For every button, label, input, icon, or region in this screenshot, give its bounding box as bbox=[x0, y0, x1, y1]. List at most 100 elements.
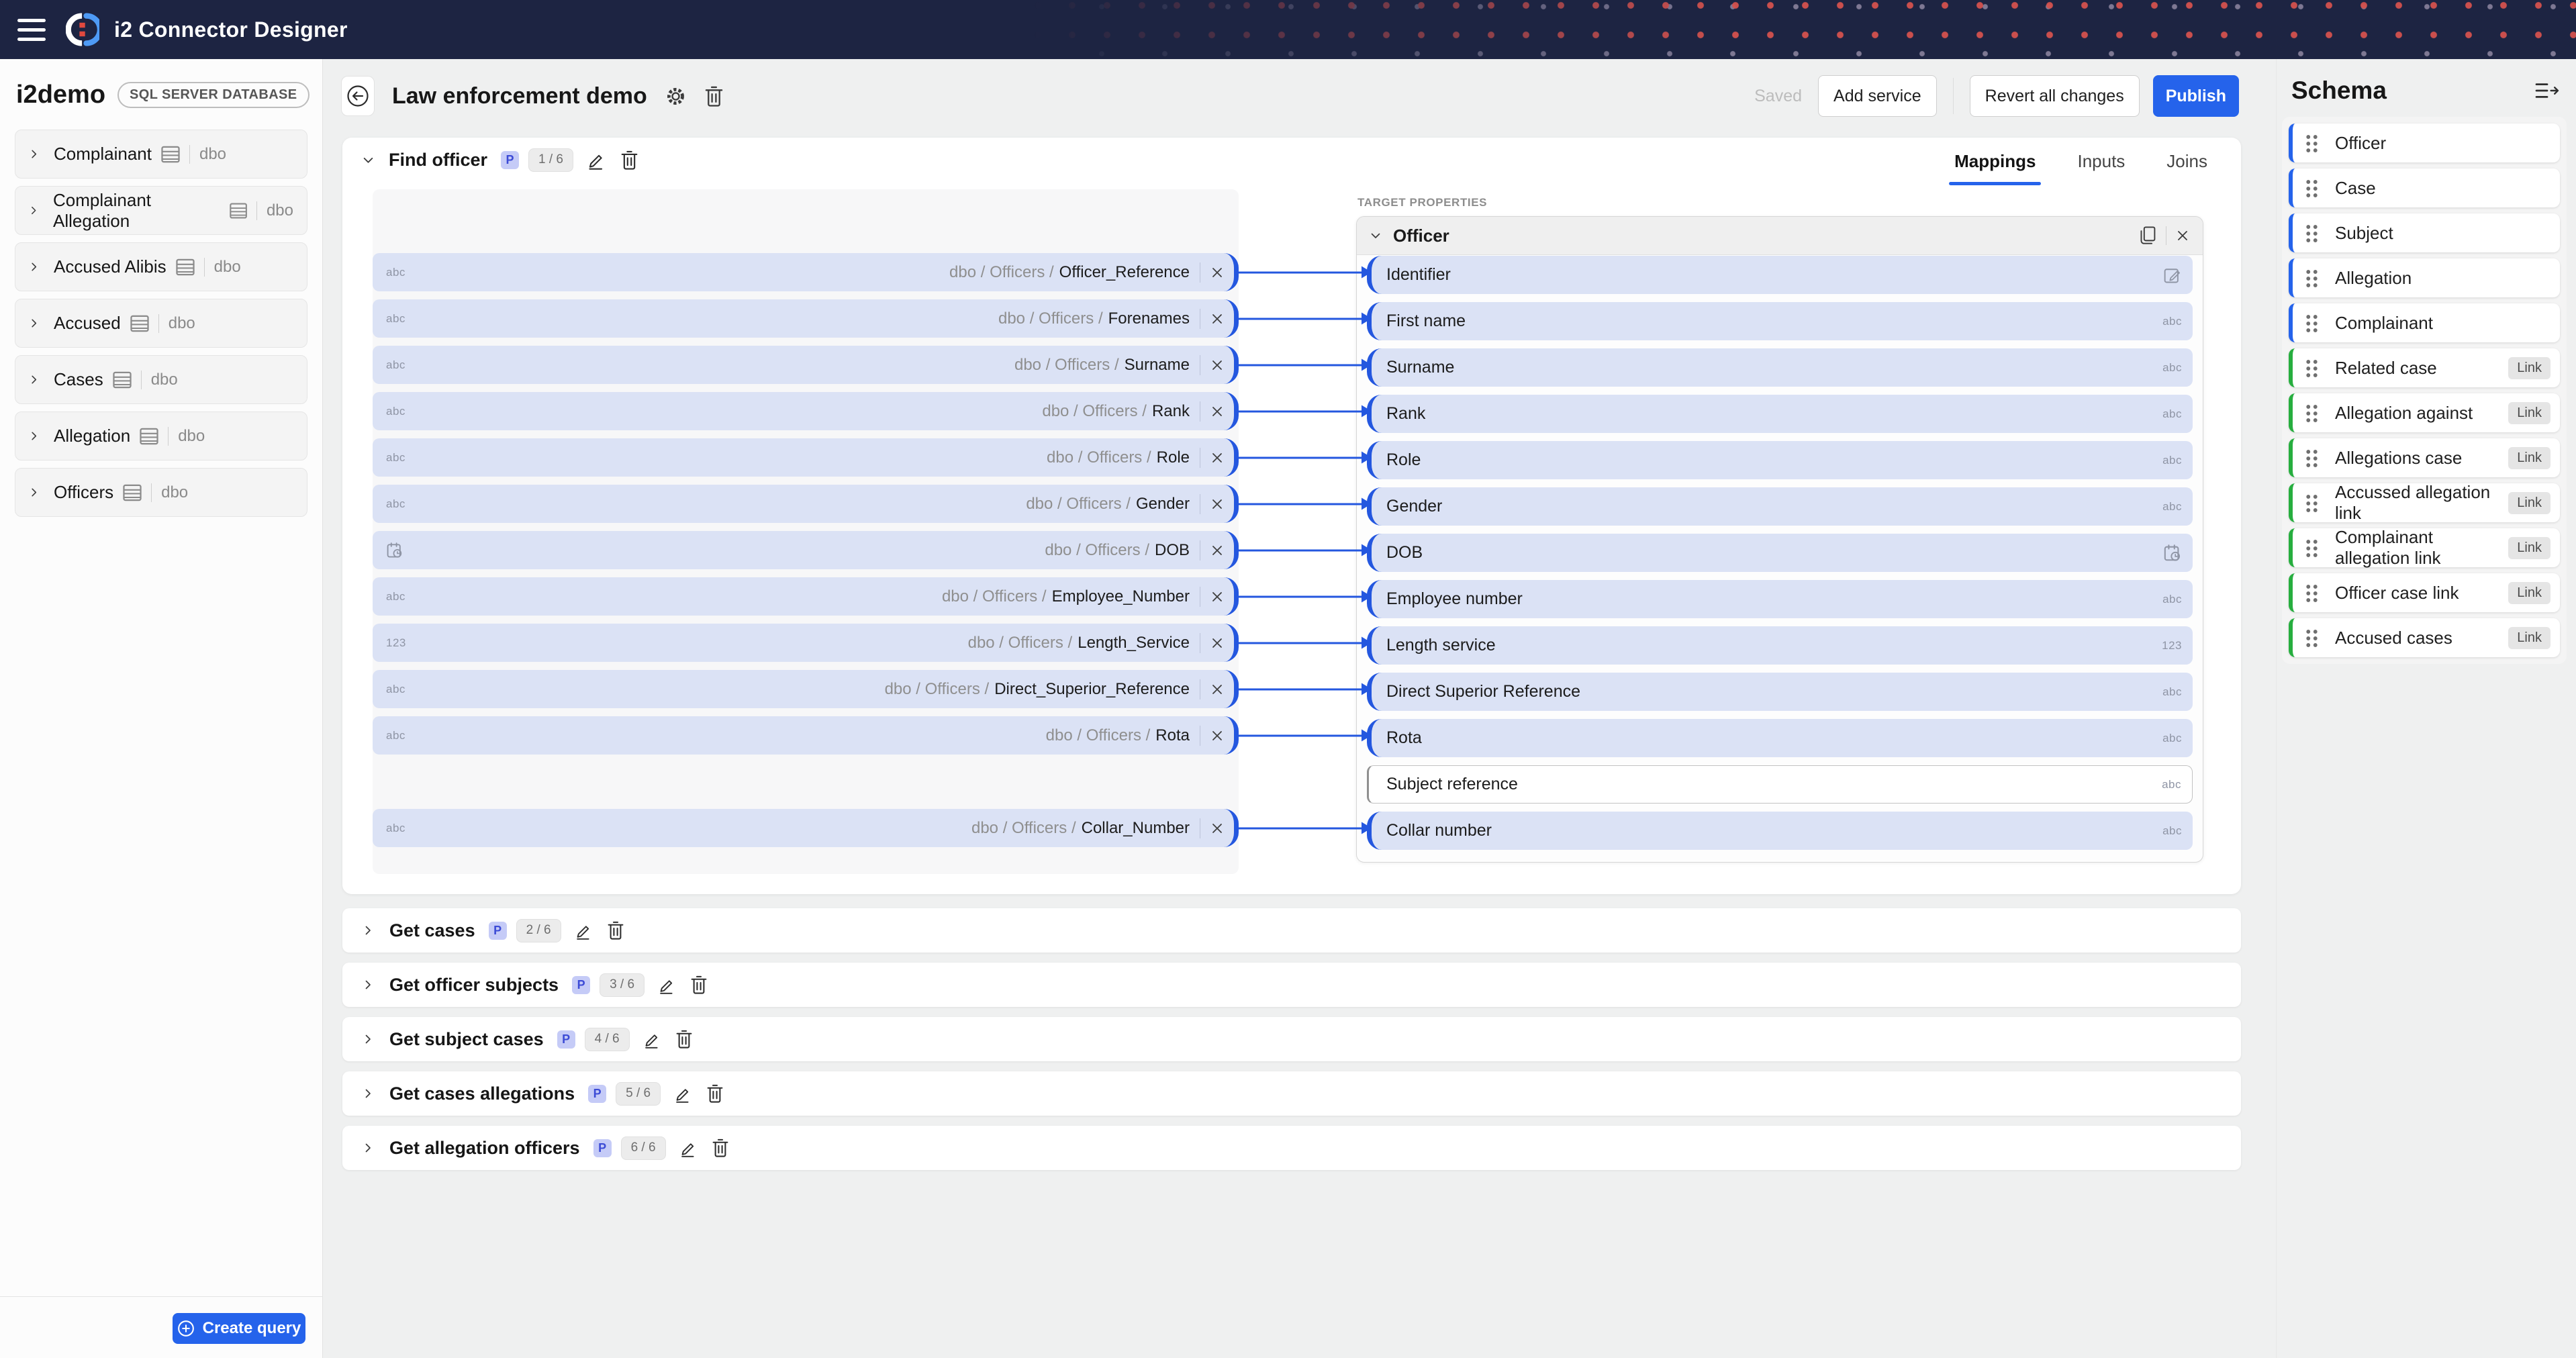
delete-service-icon[interactable] bbox=[690, 975, 708, 995]
service-row-get-allegation-officers[interactable]: Get allegation officers P 6 / 6 bbox=[342, 1126, 2241, 1170]
source-field-row[interactable]: abc dbo / Officers / Role bbox=[373, 438, 1364, 477]
source-field-row[interactable]: abc dbo / Officers / Rank bbox=[373, 392, 1364, 430]
drag-handle-icon[interactable] bbox=[2305, 583, 2319, 603]
remove-mapping-icon[interactable] bbox=[1210, 497, 1224, 511]
chevron-right-icon[interactable] bbox=[29, 487, 39, 497]
drag-handle-icon[interactable] bbox=[2305, 133, 2319, 153]
chevron-down-icon[interactable] bbox=[1370, 230, 1381, 241]
source-field-row[interactable]: abc dbo / Officers / Forenames bbox=[373, 299, 1364, 338]
source-field-row[interactable]: abc dbo / Officers / Collar_Number bbox=[373, 809, 1364, 847]
remove-mapping-icon[interactable] bbox=[1210, 544, 1224, 557]
schema-item-complainant[interactable]: Complainant bbox=[2289, 303, 2560, 342]
edit-service-icon[interactable] bbox=[643, 1029, 662, 1049]
table-item-accused[interactable]: Accused dbo bbox=[15, 299, 307, 348]
target-property-direct-superior-reference[interactable]: Direct Superior Reference abc bbox=[1367, 673, 2193, 711]
delete-service-icon[interactable] bbox=[706, 1083, 724, 1104]
remove-mapping-icon[interactable] bbox=[1210, 683, 1224, 696]
table-item-allegation[interactable]: Allegation dbo bbox=[15, 411, 307, 460]
schema-item-allegation[interactable]: Allegation bbox=[2289, 258, 2560, 297]
chevron-right-icon[interactable] bbox=[29, 262, 39, 272]
drag-handle-icon[interactable] bbox=[2305, 223, 2319, 243]
tab-joins[interactable]: Joins bbox=[2166, 151, 2207, 171]
target-property-subject-reference[interactable]: Subject reference abc bbox=[1367, 765, 2193, 804]
drag-handle-icon[interactable] bbox=[2305, 268, 2319, 288]
target-property-surname[interactable]: Surname abc bbox=[1367, 348, 2193, 387]
target-property-collar-number[interactable]: Collar number abc bbox=[1367, 812, 2193, 850]
schema-item-accussed-allegation-link[interactable]: Accussed allegation link Link bbox=[2289, 482, 2560, 523]
drag-handle-icon[interactable] bbox=[2305, 493, 2319, 513]
table-item-officers[interactable]: Officers dbo bbox=[15, 468, 307, 517]
remove-mapping-icon[interactable] bbox=[1210, 405, 1224, 418]
schema-item-case[interactable]: Case bbox=[2289, 168, 2560, 207]
target-property-role[interactable]: Role abc bbox=[1367, 441, 2193, 479]
schema-item-accused-cases[interactable]: Accused cases Link bbox=[2289, 618, 2560, 657]
tab-inputs[interactable]: Inputs bbox=[2077, 151, 2126, 171]
service-row-get-cases[interactable]: Get cases P 2 / 6 bbox=[342, 908, 2241, 953]
schema-item-officer-case-link[interactable]: Officer case link Link bbox=[2289, 573, 2560, 612]
remove-mapping-icon[interactable] bbox=[1210, 451, 1224, 465]
edit-service-icon[interactable] bbox=[575, 920, 593, 940]
target-property-rota[interactable]: Rota abc bbox=[1367, 719, 2193, 757]
drag-handle-icon[interactable] bbox=[2305, 448, 2319, 468]
edit-service-icon[interactable] bbox=[658, 975, 677, 995]
source-field-row[interactable]: abc dbo / Officers / Rota bbox=[373, 716, 1364, 755]
table-item-cases[interactable]: Cases dbo bbox=[15, 355, 307, 404]
schema-item-officer[interactable]: Officer bbox=[2289, 124, 2560, 162]
delete-connector-icon[interactable] bbox=[704, 85, 724, 107]
source-field-row[interactable]: abc dbo / Officers / Surname bbox=[373, 346, 1364, 384]
chevron-right-icon[interactable] bbox=[363, 925, 373, 936]
drag-handle-icon[interactable] bbox=[2305, 358, 2319, 378]
tab-mappings[interactable]: Mappings bbox=[1949, 146, 2042, 185]
source-field-row[interactable]: abc dbo / Officers / Gender bbox=[373, 485, 1364, 523]
edit-service-icon[interactable] bbox=[674, 1083, 693, 1104]
drag-handle-icon[interactable] bbox=[2305, 313, 2319, 333]
delete-service-icon[interactable] bbox=[675, 1029, 693, 1049]
remove-mapping-icon[interactable] bbox=[1210, 358, 1224, 372]
remove-mapping-icon[interactable] bbox=[1210, 312, 1224, 326]
table-item-accused-alibis[interactable]: Accused Alibis dbo bbox=[15, 242, 307, 291]
publish-button[interactable]: Publish bbox=[2152, 75, 2239, 117]
settings-gear-icon[interactable] bbox=[665, 85, 687, 107]
schema-item-related-case[interactable]: Related case Link bbox=[2289, 348, 2560, 387]
collapse-schema-icon[interactable] bbox=[2534, 81, 2560, 101]
schema-item-complainant-allegation-link[interactable]: Complainant allegation link Link bbox=[2289, 527, 2560, 568]
drag-handle-icon[interactable] bbox=[2305, 538, 2319, 558]
target-property-identifier[interactable]: Identifier bbox=[1367, 256, 2193, 294]
chevron-right-icon[interactable] bbox=[29, 431, 39, 441]
service-row-get-subject-cases[interactable]: Get subject cases P 4 / 6 bbox=[342, 1017, 2241, 1061]
service-row-get-cases-allegations[interactable]: Get cases allegations P 5 / 6 bbox=[342, 1071, 2241, 1116]
remove-mapping-icon[interactable] bbox=[1210, 636, 1224, 650]
close-entity-icon[interactable] bbox=[2176, 229, 2189, 242]
chevron-right-icon[interactable] bbox=[29, 375, 39, 385]
target-property-employee-number[interactable]: Employee number abc bbox=[1367, 580, 2193, 618]
schema-item-allegations-case[interactable]: Allegations case Link bbox=[2289, 438, 2560, 477]
hamburger-menu-icon[interactable] bbox=[17, 18, 46, 41]
schema-item-subject[interactable]: Subject bbox=[2289, 213, 2560, 252]
drag-handle-icon[interactable] bbox=[2305, 628, 2319, 648]
duplicate-entity-icon[interactable] bbox=[2139, 226, 2156, 246]
edit-service-icon[interactable] bbox=[679, 1138, 698, 1158]
table-item-complainant-allegation[interactable]: Complainant Allegation dbo bbox=[15, 186, 307, 235]
target-property-gender[interactable]: Gender abc bbox=[1367, 487, 2193, 526]
source-field-row[interactable]: abc dbo / Officers / Direct_Superior_Refe… bbox=[373, 670, 1364, 708]
target-property-length-service[interactable]: Length service 123 bbox=[1367, 626, 2193, 665]
target-property-dob[interactable]: DOB bbox=[1367, 534, 2193, 572]
add-service-button[interactable]: Add service bbox=[1818, 75, 1937, 117]
schema-item-allegation-against[interactable]: Allegation against Link bbox=[2289, 393, 2560, 432]
chevron-right-icon[interactable] bbox=[363, 1088, 373, 1099]
chevron-right-icon[interactable] bbox=[29, 205, 38, 215]
table-item-complainant[interactable]: Complainant dbo bbox=[15, 130, 307, 179]
delete-service-icon[interactable] bbox=[620, 150, 638, 171]
edit-service-icon[interactable] bbox=[587, 149, 607, 171]
chevron-right-icon[interactable] bbox=[363, 979, 373, 990]
chevron-right-icon[interactable] bbox=[29, 318, 39, 328]
drag-handle-icon[interactable] bbox=[2305, 403, 2319, 423]
remove-mapping-icon[interactable] bbox=[1210, 729, 1224, 742]
source-field-row[interactable]: dbo / Officers / DOB bbox=[373, 531, 1364, 569]
delete-service-icon[interactable] bbox=[712, 1138, 729, 1158]
create-query-button[interactable]: Create query bbox=[173, 1313, 305, 1344]
remove-mapping-icon[interactable] bbox=[1210, 590, 1224, 603]
source-field-row[interactable]: abc dbo / Officers / Officer_Reference bbox=[373, 253, 1364, 291]
remove-mapping-icon[interactable] bbox=[1210, 822, 1224, 835]
service-row-get-officer-subjects[interactable]: Get officer subjects P 3 / 6 bbox=[342, 963, 2241, 1007]
